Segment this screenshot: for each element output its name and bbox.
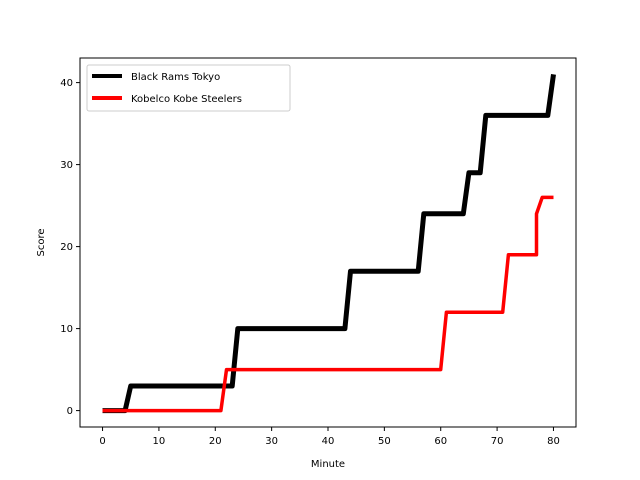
x-tick-label: 30	[265, 436, 278, 447]
x-tick-label: 50	[378, 436, 391, 447]
x-tick-label: 70	[491, 436, 504, 447]
x-tick-label: 20	[209, 436, 222, 447]
x-tick-label: 40	[322, 436, 335, 447]
series-line-kobelco-kobe-steelers	[102, 195, 554, 413]
series-layer	[102, 74, 556, 414]
y-axis-label: Score	[36, 228, 47, 256]
x-axis-label: Minute	[311, 459, 345, 470]
legend-label-kobelco-kobe-steelers: Kobelco Kobe Steelers	[131, 94, 242, 105]
y-tick-label: 30	[60, 160, 73, 171]
legend-label-black-rams-tokyo: Black Rams Tokyo	[131, 72, 220, 83]
y-axis-ticks: 0 10 20 30 40	[60, 78, 80, 417]
y-tick-label: 20	[60, 242, 73, 253]
x-tick-label: 10	[153, 436, 166, 447]
x-axis-ticks: 0 10 20 30 40 50 60 70 80	[99, 427, 560, 447]
legend-box	[86, 64, 291, 112]
x-tick-label: 60	[434, 436, 447, 447]
y-tick-label: 0	[67, 406, 73, 417]
y-tick-label: 10	[60, 324, 73, 335]
series-line-black-rams-tokyo	[102, 74, 556, 414]
y-tick-label: 40	[60, 78, 73, 89]
x-tick-label: 0	[99, 436, 105, 447]
legend: Black Rams Tokyo Kobelco Kobe Steelers	[86, 64, 291, 112]
x-tick-label: 80	[547, 436, 560, 447]
